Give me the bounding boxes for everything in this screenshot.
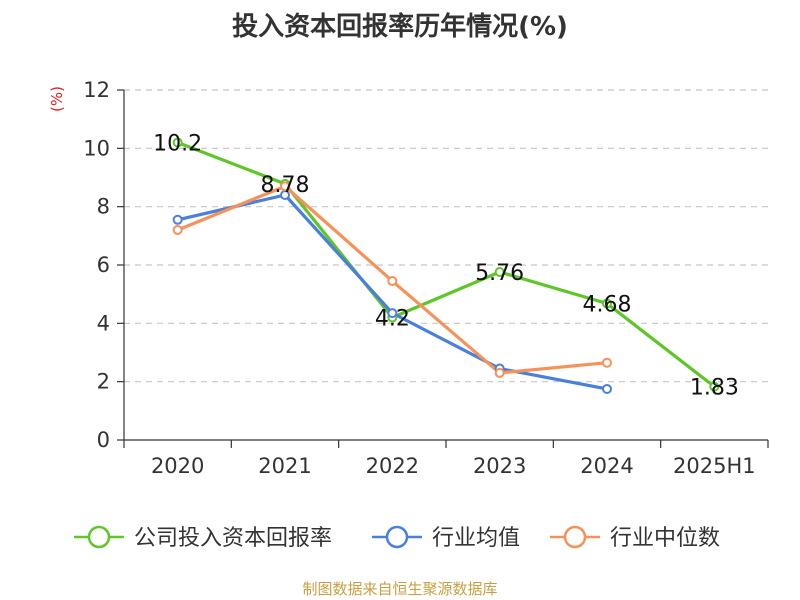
data-point — [387, 276, 398, 287]
data-label: 8.78 — [261, 173, 310, 198]
legend-marker — [87, 525, 111, 549]
x-tick-label: 2024 — [580, 454, 633, 478]
x-tick-label: 2023 — [473, 454, 526, 478]
x-tick-label: 2020 — [151, 454, 204, 478]
data-point — [280, 181, 290, 192]
y-tick-label: 8 — [97, 195, 110, 219]
data-point — [602, 357, 612, 368]
x-tick-label: 2022 — [366, 454, 419, 478]
data-label: 1.83 — [690, 376, 739, 401]
data-point — [387, 308, 398, 319]
series-line-0 — [177, 141, 716, 388]
y-tick-label: 10 — [83, 136, 110, 160]
data-point — [172, 214, 183, 225]
legend-label: 公司投入资本回报率 — [134, 526, 332, 551]
y-tick-label: 12 — [83, 78, 110, 102]
data-label: 4.68 — [583, 293, 632, 318]
data-point — [709, 381, 720, 392]
data-label: 10.2 — [153, 132, 202, 157]
data-point — [494, 367, 505, 378]
legend-marker — [385, 525, 409, 549]
y-tick-label: 4 — [97, 311, 110, 335]
data-point — [602, 298, 612, 309]
legend-label: 行业均值 — [432, 526, 520, 551]
data-label: 5.76 — [475, 261, 524, 286]
data-point — [602, 383, 612, 394]
y-tick-label: 2 — [97, 370, 110, 394]
x-tick-label: 2025H1 — [673, 454, 756, 478]
x-tick-label: 2021 — [258, 454, 311, 478]
chart-title: 投入资本回报率历年情况(%) — [232, 12, 568, 42]
legend-label: 行业中位数 — [610, 526, 720, 551]
series-line-1 — [177, 193, 608, 391]
data-point — [494, 267, 505, 277]
data-label: 4.2 — [375, 307, 410, 332]
data-source: 制图数据来自恒生聚源数据库 — [302, 580, 498, 598]
y-tick-label: 0 — [97, 428, 110, 452]
legend-marker — [563, 525, 587, 549]
data-point — [172, 137, 183, 148]
y-tick-label: 6 — [97, 253, 110, 277]
data-point — [172, 225, 183, 235]
